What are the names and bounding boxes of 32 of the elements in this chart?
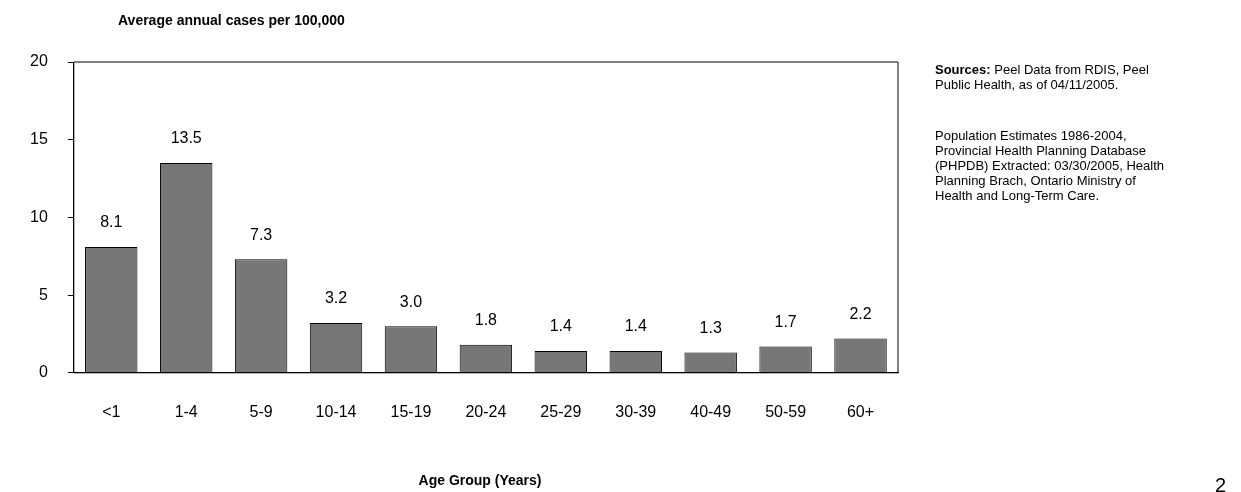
text: 2	[1215, 474, 1227, 492]
y-axis-title: Average annual cases per 100,000	[118, 12, 345, 28]
data-label: 13.5	[170, 129, 202, 147]
x-tick-label: 10-14	[315, 402, 357, 420]
x-tick-label: 5-9	[249, 402, 273, 420]
data-label: 3.0	[399, 292, 423, 310]
y-tick-label: 5	[38, 285, 48, 303]
data-label: 1.4	[549, 317, 573, 335]
x-tick-label: 50-59	[765, 402, 807, 420]
data-label: 2.2	[849, 305, 872, 323]
x-tick-label: 40-49	[690, 402, 732, 420]
data-label: 8.1	[100, 213, 123, 231]
x-tick-label: 20-24	[465, 402, 507, 420]
y-tick-label: 20	[30, 52, 48, 70]
y-tick-label: 10	[30, 207, 48, 225]
data-label: 3.2	[324, 289, 348, 307]
x-tick-label: 1-4	[174, 402, 198, 420]
x-axis-title: Age Group (Years)	[418, 472, 542, 488]
x-tick-label: 15-19	[390, 402, 432, 420]
text: Population Estimates 1986-2004, Provincial Health Planning Database (PHPDB) Extracted: 03/30/2005, Health Planning Brach, Ontario Ministry of Health and Long-Term Care.	[935, 128, 1166, 203]
data-label: 1.8	[474, 311, 498, 329]
y-tick-label: 15	[30, 130, 48, 148]
data-label: 7.3	[249, 225, 273, 243]
data-label: 1.4	[624, 317, 647, 335]
data-label: 1.3	[699, 319, 722, 336]
source-note: Sources: Peel Data from RDIS, Peel Public Health, as of 04/11/2005.	[935, 62, 1150, 92]
x-tick-label: 60+	[846, 402, 875, 420]
x-tick-label: 25-29	[540, 402, 582, 420]
data-label: 1.7	[774, 312, 797, 330]
x-tick-label: 30-39	[615, 402, 657, 420]
x-tick-label: <1	[102, 402, 121, 420]
y-tick-label: 0	[38, 363, 48, 381]
